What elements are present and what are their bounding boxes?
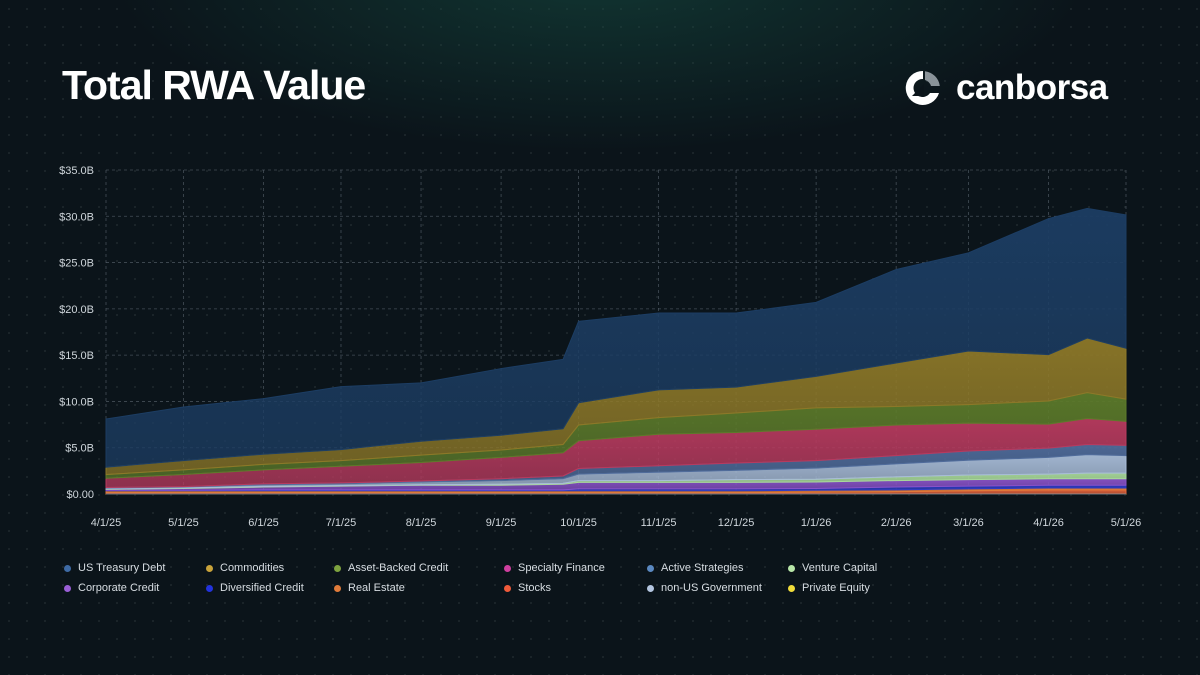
y-tick-label: $10.0B	[59, 396, 94, 408]
x-tick-label: 6/1/25	[248, 517, 279, 529]
chart-areas	[105, 207, 1127, 495]
y-tick-label: $15.0B	[59, 350, 94, 362]
legend-swatch	[206, 564, 213, 572]
y-tick-label: $0.00	[66, 489, 94, 501]
legend-item: Venture Capital	[788, 562, 877, 574]
x-tick-label: 5/1/25	[168, 517, 199, 529]
legend-item: Diversified Credit	[206, 582, 304, 594]
page-title: Total RWA Value	[62, 62, 366, 108]
y-tick-label: $20.0B	[59, 304, 94, 316]
legend-swatch	[788, 584, 795, 592]
legend-label: Private Equity	[802, 582, 870, 594]
y-tick-label: $35.0B	[59, 165, 94, 177]
x-tick-label: 2/1/26	[881, 517, 912, 529]
x-tick-label: 7/1/25	[326, 517, 357, 529]
legend-label: Commodities	[220, 562, 285, 574]
legend-item: US Treasury Debt	[64, 562, 165, 574]
legend-label: Active Strategies	[661, 562, 744, 574]
legend-item: Specialty Finance	[504, 562, 605, 574]
chart-axes: $0.00 $5.0B $10.0B $15.0B $20.0B $25.0B $30.0B…	[59, 165, 1141, 529]
legend-item: Corporate Credit	[64, 582, 159, 594]
x-tick-label: 11/1/25	[641, 517, 677, 529]
legend-label: Real Estate	[348, 582, 405, 594]
x-tick-label: 4/1/25	[91, 517, 122, 529]
brand-logo-icon	[905, 70, 940, 105]
legend-swatch	[504, 584, 511, 592]
legend-swatch	[788, 564, 795, 572]
legend-label: Asset-Backed Credit	[348, 562, 449, 574]
legend-label: Stocks	[518, 582, 552, 594]
y-tick-label: $5.0B	[65, 443, 94, 455]
legend-swatch	[206, 584, 213, 592]
legend-swatch	[64, 564, 71, 572]
legend-label: Specialty Finance	[518, 562, 605, 574]
rwa-stacked-area-chart: $0.00 $5.0B $10.0B $15.0B $20.0B $25.0B $30.0B…	[59, 165, 1141, 529]
legend-label: US Treasury Debt	[78, 562, 166, 574]
legend-item: Asset-Backed Credit	[334, 562, 448, 574]
legend-swatch	[334, 564, 341, 572]
y-tick-label: $25.0B	[59, 258, 94, 270]
y-tick-label: $30.0B	[59, 211, 94, 223]
legend-label: Diversified Credit	[220, 582, 304, 594]
legend-item: non-US Government	[647, 582, 762, 594]
legend-item: Private Equity	[788, 582, 870, 594]
legend-label: Corporate Credit	[78, 582, 160, 594]
legend-swatch	[647, 584, 654, 592]
x-tick-label: 1/1/26	[801, 517, 832, 529]
x-tick-label: 8/1/25	[406, 517, 437, 529]
legend-swatch	[504, 564, 511, 572]
brand: canborsa	[904, 68, 1108, 108]
x-tick-label: 5/1/26	[1111, 517, 1142, 529]
x-tick-label: 12/1/25	[718, 517, 755, 529]
x-tick-label: 10/1/25	[560, 517, 597, 529]
area-us-treasury-debt	[105, 207, 1127, 468]
brand-name: canborsa	[956, 68, 1108, 107]
legend-item: Active Strategies	[647, 562, 744, 574]
legend-swatch	[334, 584, 341, 592]
legend-label: non-US Government	[661, 582, 762, 594]
legend-item: Stocks	[504, 582, 551, 594]
legend-swatch	[647, 564, 654, 572]
legend-label: Venture Capital	[802, 562, 878, 574]
legend-swatch	[64, 584, 71, 592]
x-tick-label: 9/1/25	[486, 517, 517, 529]
legend-item: Real Estate	[334, 582, 405, 594]
x-tick-label: 3/1/26	[953, 517, 984, 529]
legend-item: Commodities	[206, 562, 284, 574]
x-tick-label: 4/1/26	[1033, 517, 1064, 529]
